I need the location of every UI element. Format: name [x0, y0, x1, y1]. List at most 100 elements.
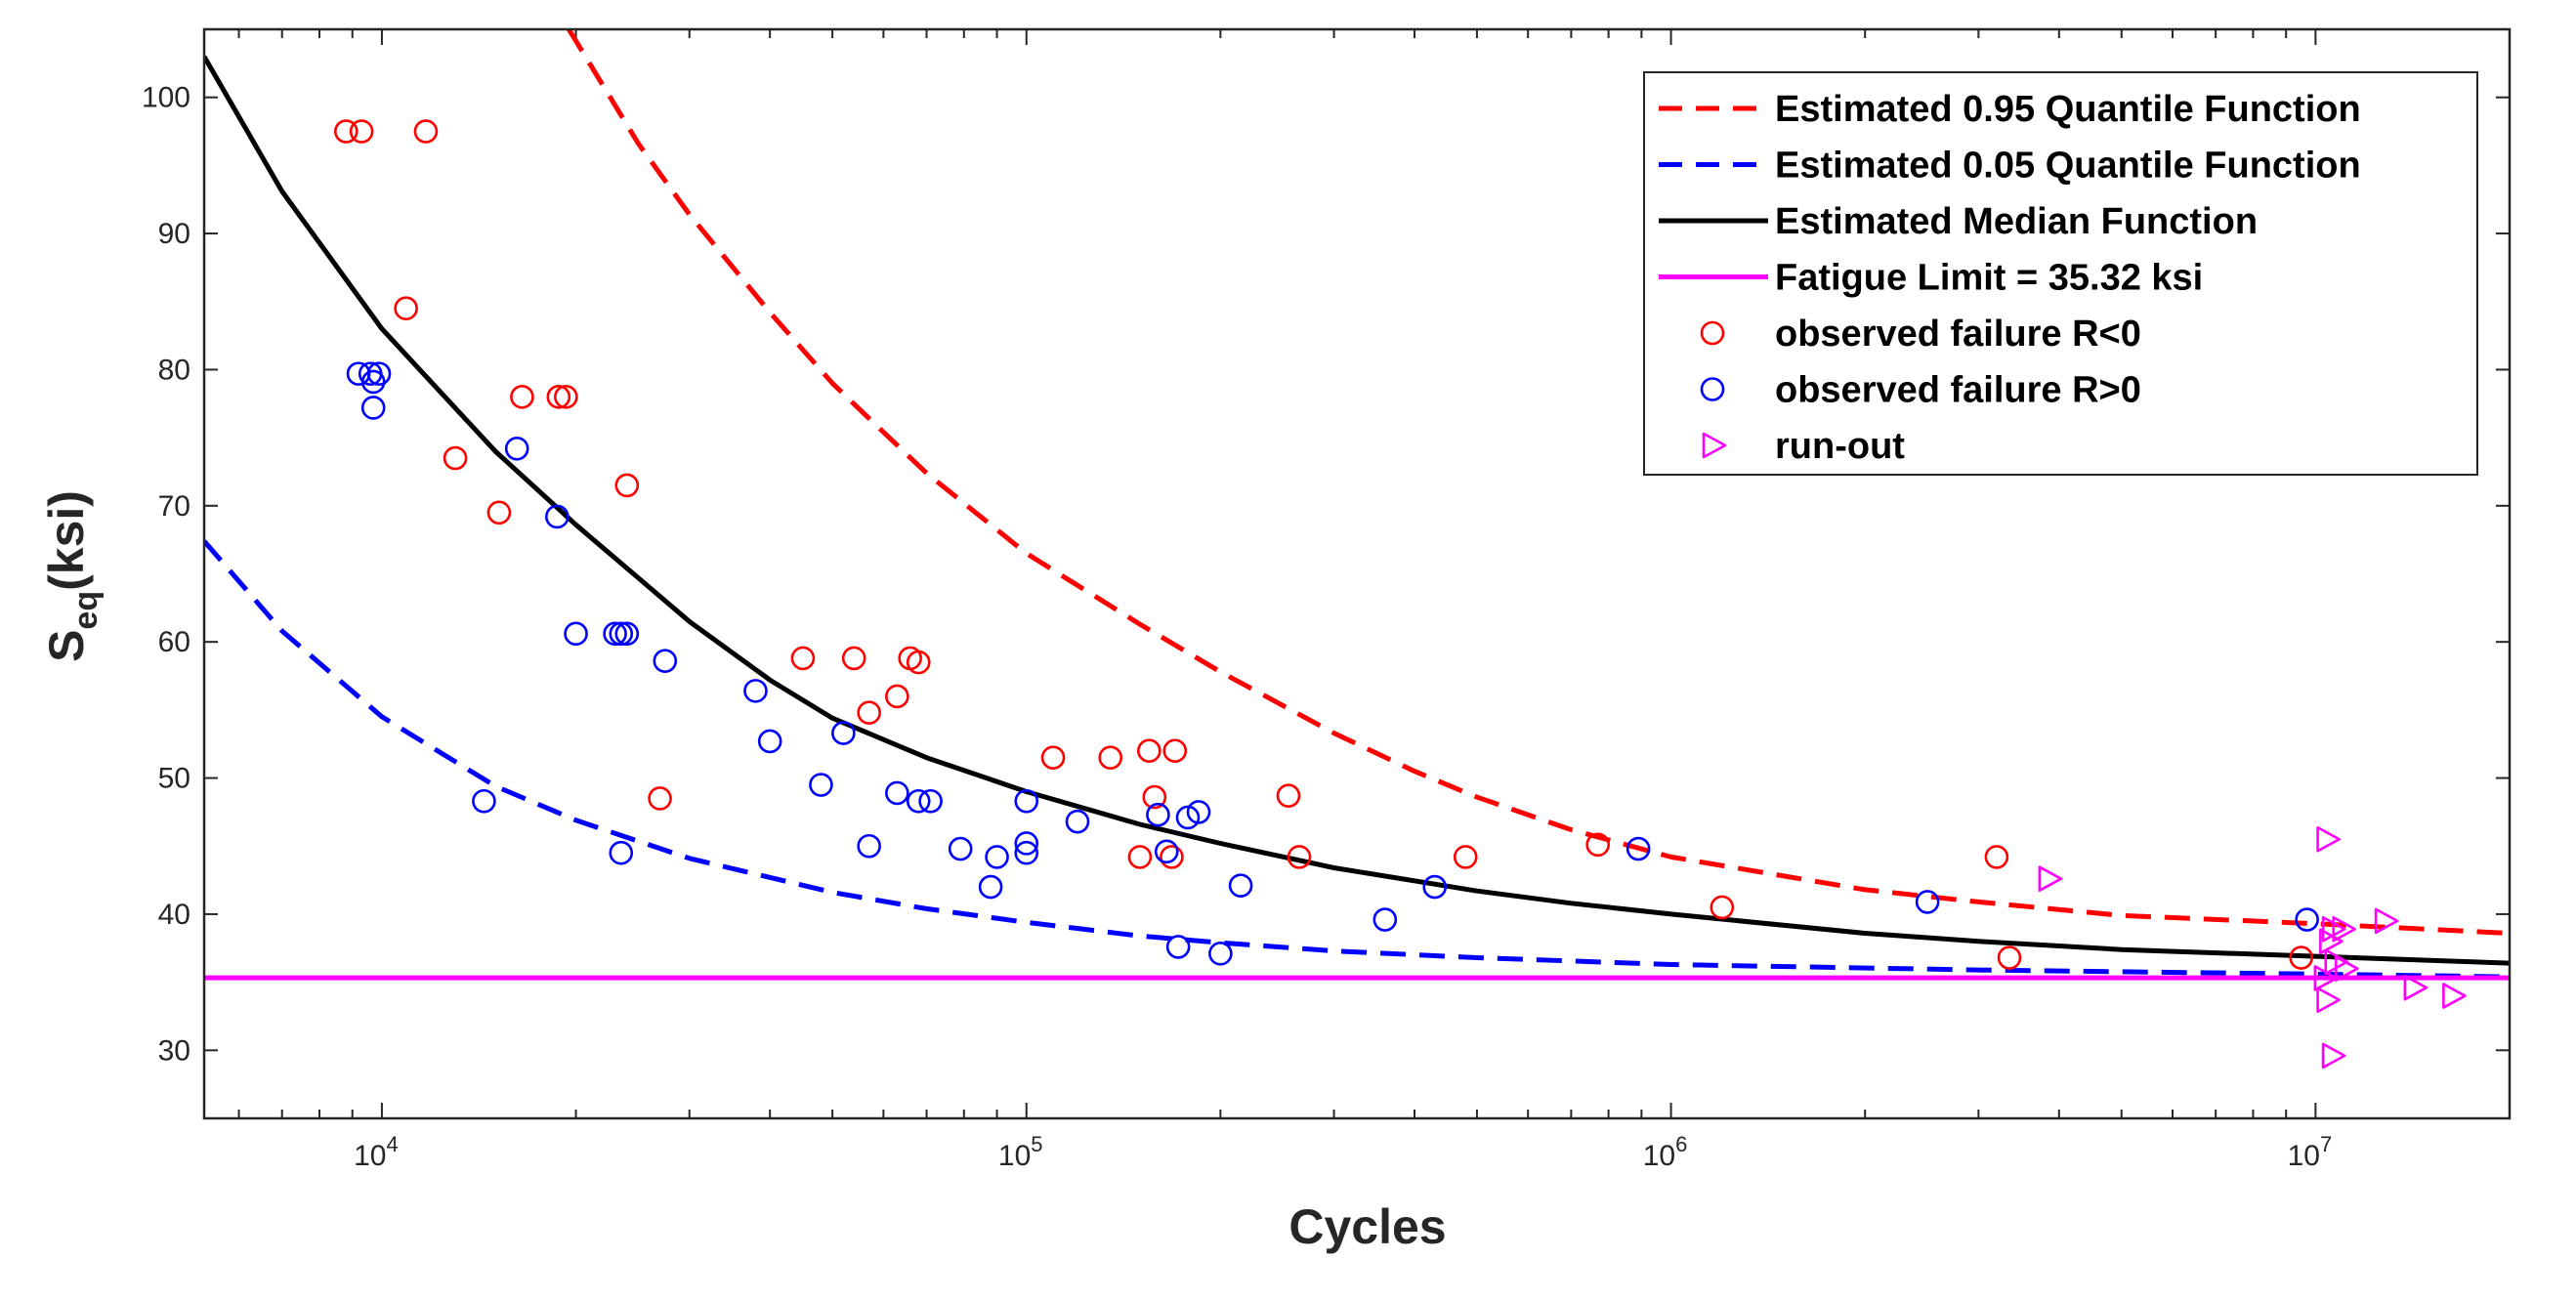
- legend-item-observed-failure-r-0: observed failure R>0: [1700, 370, 2141, 411]
- y-axis-ticks: 30 40 50 60 70 80 90 100: [142, 82, 2510, 1067]
- point-run-out: [2374, 907, 2399, 935]
- point-observed-failure-r-0: [1626, 836, 1651, 861]
- point-observed-failure-r-0: [1065, 809, 1090, 834]
- point-observed-failure-r-0: [510, 385, 534, 409]
- legend-swatch-marker: [1702, 432, 1727, 459]
- markers-layer: [333, 119, 2467, 1070]
- point-observed-failure-r-0: [1014, 788, 1039, 814]
- legend-item-estimated-median-function: Estimated Median Function: [1659, 201, 2258, 242]
- point-observed-failure-r-0: [333, 119, 359, 144]
- point-observed-failure-r-0: [544, 504, 570, 529]
- point-observed-failure-r-0: [985, 845, 1009, 869]
- point-observed-failure-r-0: [614, 621, 640, 647]
- x-tick-label: 106: [1643, 1132, 1688, 1172]
- point-observed-failure-r-0: [360, 396, 386, 420]
- x-tick-label: 107: [2288, 1132, 2333, 1172]
- point-observed-failure-r-0: [1014, 840, 1039, 865]
- y-axis-title-main: S: [39, 630, 94, 662]
- x-tick-label: 104: [354, 1132, 399, 1172]
- point-observed-failure-r-0: [1915, 890, 1940, 914]
- point-observed-failure-r-0: [413, 119, 439, 144]
- point-observed-failure-r-0: [757, 729, 782, 754]
- point-observed-failure-r-0: [948, 836, 973, 861]
- x-axis-title: Cycles: [1288, 1199, 1446, 1254]
- legend-label: observed failure R<0: [1775, 314, 2141, 355]
- point-observed-failure-r-0: [349, 119, 374, 144]
- legend-item-fatigue-limit-35-32-ksi: Fatigue Limit = 35.32 ksi: [1659, 258, 2203, 299]
- point-observed-failure-r-0: [1287, 845, 1312, 869]
- point-observed-failure-r-0: [809, 773, 833, 797]
- point-observed-failure-r-0: [564, 621, 588, 647]
- point-observed-failure-r-0: [918, 788, 943, 814]
- y-axis-title-subscript: eq: [67, 591, 105, 630]
- point-observed-failure-r-0: [1186, 800, 1211, 824]
- point-observed-failure-r-0: [1984, 845, 2009, 869]
- curve-estimated-median-function: [204, 55, 2510, 966]
- point-observed-failure-r-0: [1040, 745, 1066, 770]
- legend-label: observed failure R>0: [1775, 370, 2141, 411]
- point-observed-failure-r-0: [1228, 873, 1253, 898]
- point-run-out: [2442, 983, 2467, 1009]
- point-run-out: [2319, 928, 2344, 955]
- legend-item-estimated-0-95-quantile-function: Estimated 0.95 Quantile Function: [1659, 89, 2361, 130]
- legend-label: Fatigue Limit = 35.32 ksi: [1775, 258, 2203, 299]
- y-tick-label: 70: [158, 490, 190, 523]
- point-observed-failure-r-0: [1162, 738, 1188, 763]
- point-observed-failure-r-0: [653, 649, 678, 674]
- y-axis-title-suffix: (ksi): [39, 490, 94, 591]
- legend-items: Estimated 0.95 Quantile Function Estimate…: [1659, 89, 2361, 467]
- point-observed-failure-r-0: [1165, 935, 1191, 959]
- y-tick-label: 90: [158, 218, 190, 250]
- point-run-out: [2038, 865, 2063, 893]
- point-observed-failure-r-0: [790, 646, 816, 671]
- point-observed-failure-r-0: [885, 684, 909, 709]
- point-observed-failure-r-0: [1276, 783, 1301, 808]
- point-observed-failure-r-0: [1997, 945, 2022, 970]
- curve-estimated-0-95-quantile-function: [567, 29, 2510, 936]
- y-tick-label: 40: [158, 899, 190, 931]
- point-observed-failure-r-0: [831, 721, 856, 745]
- point-observed-failure-r-0: [546, 385, 571, 409]
- curves-layer: [204, 29, 2510, 981]
- point-observed-failure-r-0: [504, 436, 529, 461]
- point-observed-failure-r-0: [603, 621, 627, 647]
- point-observed-failure-r-0: [472, 788, 496, 814]
- legend-label: Estimated 0.95 Quantile Function: [1775, 89, 2361, 130]
- point-observed-failure-r-0: [1372, 907, 1398, 932]
- point-observed-failure-r-0: [1137, 738, 1161, 763]
- point-observed-failure-r-0: [443, 445, 468, 471]
- point-observed-failure-r-0: [1160, 845, 1184, 869]
- point-observed-failure-r-0: [2295, 907, 2319, 932]
- point-observed-failure-r-0: [841, 646, 866, 671]
- point-observed-failure-r-0: [1710, 895, 1735, 920]
- point-observed-failure-r-0: [394, 296, 418, 321]
- y-axis-title: Seq(ksi): [39, 490, 105, 662]
- y-tick-label: 50: [158, 763, 190, 795]
- point-observed-failure-r-0: [2289, 945, 2313, 970]
- y-tick-label: 30: [158, 1034, 190, 1067]
- legend-box: [1643, 71, 2478, 476]
- point-observed-failure-r-0: [1175, 805, 1201, 830]
- point-observed-failure-r-0: [885, 780, 909, 806]
- point-run-out: [2403, 974, 2428, 1001]
- point-observed-failure-r-0: [1208, 942, 1233, 966]
- point-observed-failure-r-0: [554, 385, 578, 409]
- point-run-out: [2332, 915, 2356, 943]
- point-observed-failure-r-0: [609, 621, 634, 647]
- legend-item-run-out: run-out: [1702, 426, 1905, 467]
- point-run-out: [2334, 955, 2359, 982]
- point-observed-failure-r-0: [1014, 831, 1039, 856]
- point-run-out: [2316, 986, 2341, 1014]
- legend-label: Estimated 0.05 Quantile Function: [1775, 146, 2361, 187]
- point-observed-failure-r-0: [609, 840, 634, 865]
- plot-area: [204, 29, 2510, 1070]
- point-observed-failure-r-0: [614, 473, 640, 498]
- point-observed-failure-r-0: [1098, 745, 1123, 770]
- legend-label: run-out: [1775, 426, 1905, 467]
- x-tick-label: 105: [998, 1132, 1043, 1172]
- legend-swatch-marker: [1700, 320, 1725, 346]
- y-tick-label: 80: [158, 354, 190, 386]
- point-observed-failure-r-0: [1585, 832, 1610, 858]
- point-observed-failure-r-0: [366, 361, 392, 386]
- point-run-out: [2321, 1042, 2346, 1070]
